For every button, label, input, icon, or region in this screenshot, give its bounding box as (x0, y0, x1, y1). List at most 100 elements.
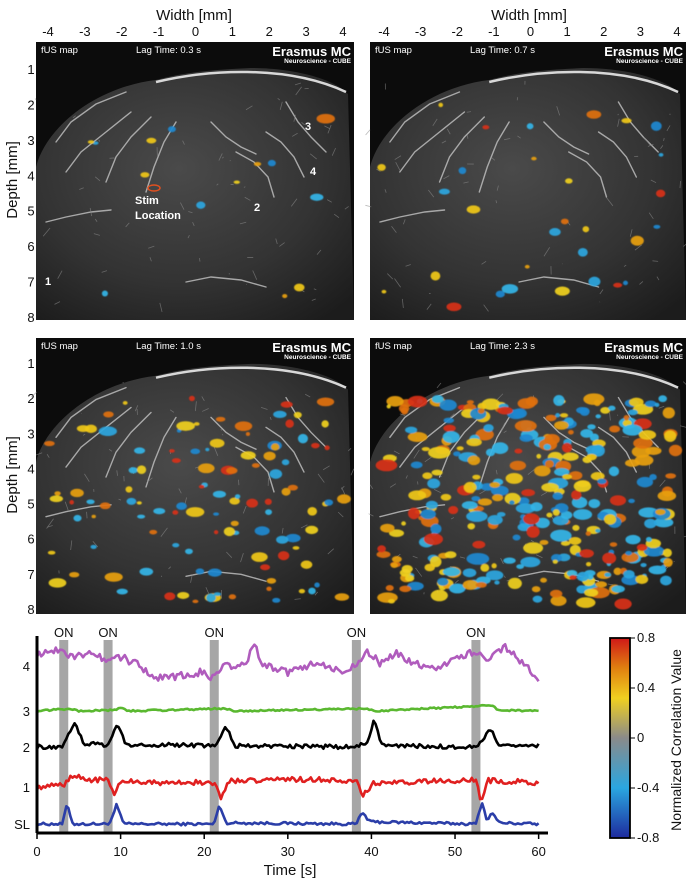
width-tick-label: -1 (153, 24, 165, 39)
fus-map-panel: fUS map Lag Time: 1.0 s Erasmus MCNeurosci… (30, 338, 355, 614)
lag-time-label: Lag Time: 2.3 s (470, 341, 535, 352)
series-line-3 (36, 703, 539, 714)
colorbar-tick-labels: 0.8 0.4 0 -0.4 -0.8 (630, 630, 659, 845)
width-tick-label: -4 (378, 24, 390, 39)
stim-label: Stim (135, 195, 159, 207)
stim-on-label: ON (54, 625, 74, 640)
brand-subtitle: Neuroscience - CUBE (284, 354, 351, 361)
y-tick-label: 4 (23, 659, 30, 674)
depth-tick-label: 8 (27, 310, 34, 325)
map-label: fUS map (41, 341, 78, 352)
lag-time-label: Lag Time: 0.3 s (136, 45, 201, 56)
region-label-3: 3 (305, 121, 311, 133)
colorbar-label: Normalized Correlation Value (668, 649, 684, 831)
activation-blobs (375, 393, 683, 610)
depth-axis-label-top: Depth [mm] (4, 141, 21, 219)
series-line-2 (35, 719, 540, 751)
brain-slice (36, 363, 354, 614)
time-series-chart: ON ON ON ON ON 0 10 20 30 40 50 60 SL 1 2 3 4 Time [s] (14, 625, 548, 879)
cortex-surface (155, 366, 347, 389)
x-tick-label: 10 (113, 844, 127, 859)
depth-tick-label: 6 (27, 532, 34, 547)
fus-map-panels: fUS map Lag Time: 0.3 s Erasmus MCNeurosci… (30, 42, 686, 614)
lag-time-label: Lag Time: 1.0 s (136, 341, 201, 352)
colorbar-tick-label: -0.4 (637, 780, 659, 795)
depth-tick-label: 2 (27, 391, 34, 406)
width-tick-label: 1 (564, 24, 571, 39)
stimulus-on-bars: ON ON ON ON ON (54, 625, 486, 833)
map-label: fUS map (41, 45, 78, 56)
stim-bar (209, 640, 219, 833)
depth-tick-label: 7 (27, 275, 34, 290)
depth-tick-label: 5 (27, 204, 34, 219)
width-axis-label-left: Width [mm] (156, 7, 232, 24)
brand-title: Erasmus MC (604, 340, 683, 355)
width-tick-label: 1 (229, 24, 236, 39)
x-tick-label: 20 (197, 844, 211, 859)
map-label: fUS map (375, 45, 412, 56)
stim-bar (471, 640, 481, 833)
brain-slice (370, 68, 686, 320)
width-tick-label: 3 (637, 24, 644, 39)
series-line-4 (35, 643, 540, 683)
colorbar-gradient (609, 637, 631, 839)
depth-tick-label: 6 (27, 239, 34, 254)
brand-subtitle: Neuroscience - CUBE (284, 58, 351, 65)
width-tick-label: 4 (339, 24, 346, 39)
x-tick-label: 60 (531, 844, 545, 859)
brand-title: Erasmus MC (272, 44, 351, 59)
width-tick-label: 2 (266, 24, 273, 39)
cortex-surface (155, 70, 347, 94)
activation-blobs (87, 113, 335, 299)
stim-bar (59, 640, 69, 833)
width-tick-label: 2 (600, 24, 607, 39)
stim-on-label: ON (204, 625, 224, 640)
width-tick-label: -3 (415, 24, 427, 39)
map-label: fUS map (375, 341, 412, 352)
width-tick-label: -2 (116, 24, 128, 39)
region-label-2: 2 (254, 202, 260, 214)
colorbar-tick-label: 0.4 (637, 680, 655, 695)
colorbar-tick-label: 0 (637, 730, 644, 745)
region-label-4: 4 (310, 166, 317, 178)
series-lines (35, 643, 540, 827)
depth-tick-label: 1 (27, 356, 34, 371)
vessel-texture (34, 82, 349, 313)
brand-title: Erasmus MC (604, 44, 683, 59)
depth-tick-labels: 1 2 3 4 5 6 7 8 1 2 3 4 5 6 7 8 (27, 62, 34, 617)
fus-map-panel: fUS map Lag Time: 2.3 s Erasmus MCNeurosci… (368, 338, 686, 614)
series-line-SL (36, 802, 540, 827)
brand-subtitle: Neuroscience - CUBE (616, 58, 683, 65)
width-tick-labels: -4 -3 -2 -1 0 1 2 3 4 -4 -3 -2 -1 0 1 2 3 4 (42, 24, 680, 39)
width-tick-label: 0 (192, 24, 199, 39)
stim-bar (351, 640, 361, 833)
y-tick-label: SL (14, 817, 30, 832)
lag-time-label: Lag Time: 0.7 s (470, 45, 535, 56)
depth-tick-label: 4 (27, 168, 34, 183)
stim-bar (103, 640, 113, 833)
x-tick-label: 50 (448, 844, 462, 859)
brand-subtitle: Neuroscience - CUBE (616, 354, 683, 361)
depth-tick-label: 3 (27, 426, 34, 441)
width-tick-label: 3 (303, 24, 310, 39)
colorbar-tick-label: -0.8 (637, 830, 659, 845)
depth-tick-label: 7 (27, 567, 34, 582)
region-label-1: 1 (45, 276, 51, 288)
x-tick-label: 30 (281, 844, 295, 859)
depth-tick-label: 5 (27, 497, 34, 512)
width-tick-label: -4 (42, 24, 54, 39)
fus-map-panel: fUS map Lag Time: 0.7 s Erasmus MCNeurosci… (365, 42, 686, 320)
y-tick-label: 3 (23, 704, 30, 719)
x-tick-label: 40 (364, 844, 378, 859)
depth-tick-label: 2 (27, 97, 34, 112)
stim-location-label: Location (135, 210, 181, 222)
depth-axis-label-bottom: Depth [mm] (4, 436, 21, 514)
width-tick-label: -3 (79, 24, 91, 39)
fus-map-panel: fUS map Lag Time: 0.3 s Erasmus MCNeurosci… (34, 42, 354, 320)
stim-on-label: ON (98, 625, 118, 640)
width-tick-label: 0 (527, 24, 534, 39)
vessel-texture (365, 80, 686, 312)
depth-tick-label: 8 (27, 602, 34, 617)
depth-tick-label: 3 (27, 133, 34, 148)
cortex-surface (488, 70, 679, 94)
